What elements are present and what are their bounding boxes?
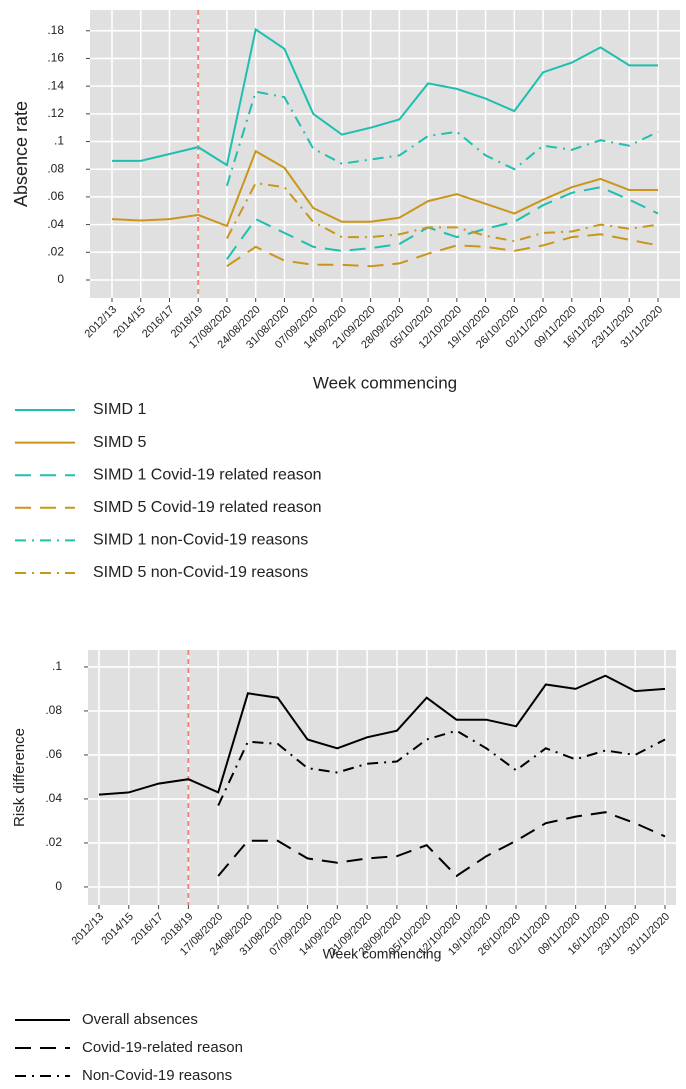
y-tick-label: .06 bbox=[45, 747, 62, 761]
chart: .1.08.06.04.0202012/132014/152016/172018… bbox=[11, 650, 676, 1084]
y-tick-label: .08 bbox=[45, 703, 62, 717]
plot-background bbox=[88, 650, 676, 905]
y-axis-label: Risk difference bbox=[11, 728, 28, 827]
data-line bbox=[226, 186, 659, 260]
y-tick-label: .02 bbox=[45, 835, 62, 849]
data-line bbox=[217, 811, 666, 878]
y-tick-label: .1 bbox=[54, 134, 64, 148]
x-axis-label: Week commencing bbox=[323, 946, 442, 962]
data-line bbox=[217, 729, 666, 807]
y-tick-label: .08 bbox=[47, 161, 64, 175]
data-line bbox=[226, 182, 659, 243]
chart: .18.16.14.12.1.08.06.04.0202012/132014/1… bbox=[11, 10, 680, 581]
y-tick-label: .06 bbox=[47, 189, 64, 203]
data-line bbox=[98, 674, 666, 796]
legend-label: SIMD 5 non-Covid-19 reasons bbox=[93, 564, 308, 581]
y-tick-label: .12 bbox=[47, 106, 64, 120]
y-tick-label: 0 bbox=[57, 272, 64, 286]
data-line bbox=[226, 233, 659, 268]
data-line bbox=[225, 90, 659, 187]
y-tick-label: .14 bbox=[47, 78, 64, 92]
y-tick-label: .04 bbox=[47, 217, 64, 231]
data-line bbox=[112, 27, 658, 167]
x-axis-label: Week commencing bbox=[313, 373, 457, 392]
y-tick-label: .1 bbox=[52, 659, 62, 673]
legend-label: SIMD 5 bbox=[93, 434, 146, 451]
y-tick-label: .16 bbox=[47, 51, 64, 65]
y-tick-label: .02 bbox=[47, 244, 64, 258]
x-tick-label: 2012/13 bbox=[70, 911, 107, 948]
legend-label: SIMD 1 non-Covid-19 reasons bbox=[93, 532, 308, 549]
x-tick-label: 2014/15 bbox=[99, 911, 136, 948]
legend-label: Covid-19-related reason bbox=[82, 1039, 243, 1056]
y-tick-label: 0 bbox=[55, 879, 62, 893]
data-line bbox=[111, 149, 658, 228]
legend-label: Non-Covid-19 reasons bbox=[82, 1067, 232, 1084]
y-tick-label: .04 bbox=[45, 791, 62, 805]
legend-label: SIMD 1 bbox=[93, 401, 146, 418]
legend-label: Overall absences bbox=[82, 1011, 198, 1028]
legend-label: SIMD 1 Covid-19 related reason bbox=[93, 466, 322, 483]
legend-label: SIMD 5 Covid-19 related reason bbox=[93, 499, 322, 516]
x-tick-label: 2016/17 bbox=[129, 911, 166, 948]
y-axis-label: Absence rate bbox=[11, 101, 31, 207]
y-tick-label: .18 bbox=[47, 23, 64, 37]
